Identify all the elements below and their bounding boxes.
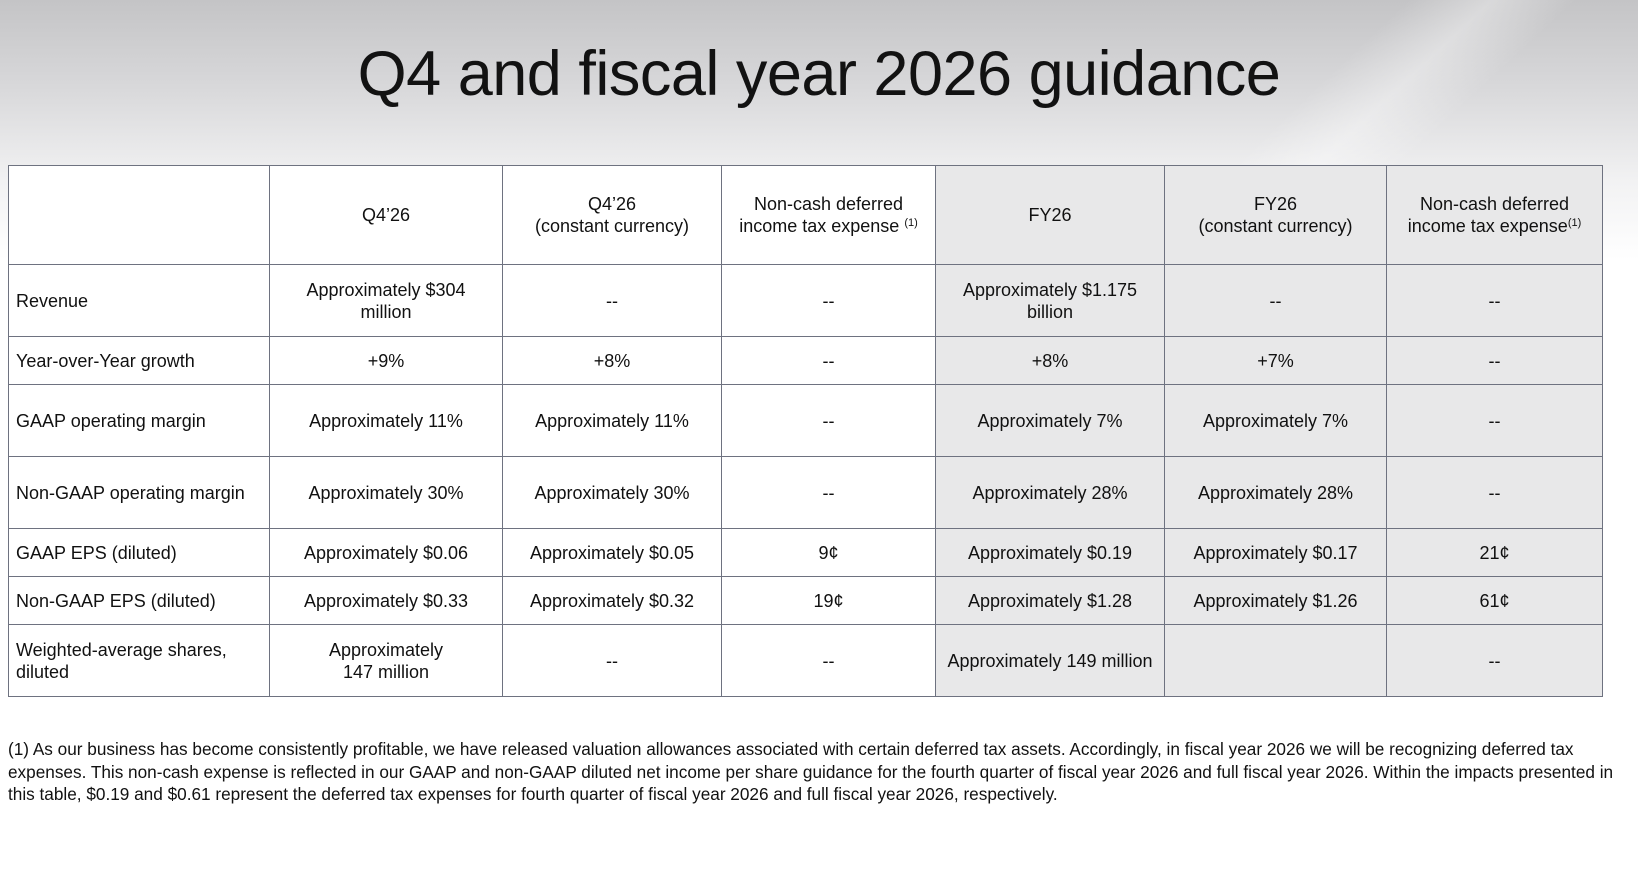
header-line1: Q4’26 (587, 194, 637, 214)
table-cell: +7% (1164, 336, 1387, 385)
table-cell (1164, 624, 1387, 697)
table-cell: -- (502, 624, 722, 697)
table-row-non-gaap-eps: Non-GAAP EPS (diluted) Approximately $0.… (8, 576, 1603, 625)
cell-text: Approximately $304 million (306, 279, 466, 322)
table-cell: Approximately $1.175 billion (935, 264, 1165, 337)
table-cell: Approximately 11% (502, 384, 722, 457)
table-cell: -- (721, 264, 936, 337)
table-row-weighted-average-shares: Weighted-average shares, diluted Approxi… (8, 624, 1603, 697)
table-cell: Approximately $0.32 (502, 576, 722, 625)
row-label: Weighted-average shares, diluted (8, 624, 270, 697)
table-cell: Approximately 28% (935, 456, 1165, 529)
row-label: GAAP operating margin (8, 384, 270, 457)
table-cell: Approximately 30% (502, 456, 722, 529)
header-line1: Non-cash deferred (753, 194, 904, 214)
header-line2: (constant currency) (534, 216, 690, 236)
header-line2: income tax expense (1407, 216, 1568, 236)
table-cell: -- (1386, 384, 1603, 457)
footnote-marker: (1) (904, 217, 918, 229)
table-cell: Approximately 28% (1164, 456, 1387, 529)
row-label: Non-GAAP EPS (diluted) (8, 576, 270, 625)
table-cell: Approximately $0.17 (1164, 528, 1387, 577)
table-cell: 61¢ (1386, 576, 1603, 625)
table-cell: -- (1386, 456, 1603, 529)
table-row-gaap-operating-margin: GAAP operating margin Approximately 11% … (8, 384, 1603, 457)
table-cell: Approximately 7% (1164, 384, 1387, 457)
header-line1: Q4’26 (361, 205, 411, 225)
guidance-table: Q4’26 Q4’26 (constant currency) Non-cash … (8, 165, 1603, 697)
table-cell: -- (502, 264, 722, 337)
table-cell: -- (721, 384, 936, 457)
cell-text: Weighted-average shares, diluted (16, 639, 227, 682)
table-cell: Approximately 147 million (269, 624, 503, 697)
table-cell: Approximately $0.19 (935, 528, 1165, 577)
table-cell: Approximately 11% (269, 384, 503, 457)
table-cell: Approximately $0.33 (269, 576, 503, 625)
table-cell: Approximately $0.06 (269, 528, 503, 577)
table-cell: -- (1164, 264, 1387, 337)
row-label: Revenue (8, 264, 270, 337)
table-cell: 9¢ (721, 528, 936, 577)
table-cell: -- (721, 336, 936, 385)
header-cell-fy: FY26 (935, 165, 1165, 265)
header-cell-fy-deferred-tax: Non-cash deferred income tax expense(1) (1386, 165, 1603, 265)
footnote: (1) As our business has become consisten… (8, 739, 1614, 804)
table-cell: Approximately 7% (935, 384, 1165, 457)
row-label: Non-GAAP operating margin (8, 456, 270, 529)
table-cell: -- (721, 624, 936, 697)
table-cell: +8% (502, 336, 722, 385)
header-cell-q4: Q4’26 (269, 165, 503, 265)
table-cell: -- (1386, 264, 1603, 337)
header-row: Q4’26 Q4’26 (constant currency) Non-cash … (8, 165, 1603, 265)
table-cell: -- (1386, 624, 1603, 697)
table-cell: Approximately 149 million (935, 624, 1165, 697)
footnote-marker: (1) (1567, 217, 1582, 229)
row-label: GAAP EPS (diluted) (8, 528, 270, 577)
header-line1: Non-cash deferred (1419, 194, 1570, 214)
header-line1: FY26 (1253, 194, 1298, 214)
table-cell: +9% (269, 336, 503, 385)
header-cell-fy-cc: FY26 (constant currency) (1164, 165, 1387, 265)
table-cell: Approximately $1.26 (1164, 576, 1387, 625)
cell-text: Approximately $1.175 billion (962, 279, 1138, 322)
table-row-non-gaap-operating-margin: Non-GAAP operating margin Approximately … (8, 456, 1603, 529)
header-line2: income tax expense (739, 216, 900, 236)
row-label: Year-over-Year growth (8, 336, 270, 385)
header-cell-empty (8, 165, 270, 265)
table-cell: -- (1386, 336, 1603, 385)
cell-text: Approximately 147 million (328, 639, 444, 682)
header-line1: FY26 (1028, 205, 1072, 225)
table-row-yoy-growth: Year-over-Year growth +9% +8% -- +8% +7%… (8, 336, 1603, 385)
page-title: Q4 and fiscal year 2026 guidance (357, 39, 1281, 109)
table-cell: -- (721, 456, 936, 529)
table-row-revenue: Revenue Approximately $304 million -- --… (8, 264, 1603, 337)
table-cell: +8% (935, 336, 1165, 385)
header-line2: (constant currency) (1198, 216, 1353, 236)
header-cell-q4-cc: Q4’26 (constant currency) (502, 165, 722, 265)
header-cell-q4-deferred-tax: Non-cash deferred income tax expense (1) (721, 165, 936, 265)
table-cell: 19¢ (721, 576, 936, 625)
table-cell: Approximately 30% (269, 456, 503, 529)
table-cell: Approximately $304 million (269, 264, 503, 337)
table-cell: 21¢ (1386, 528, 1603, 577)
table-row-gaap-eps: GAAP EPS (diluted) Approximately $0.06 A… (8, 528, 1603, 577)
table-cell: Approximately $0.05 (502, 528, 722, 577)
table-cell: Approximately $1.28 (935, 576, 1165, 625)
